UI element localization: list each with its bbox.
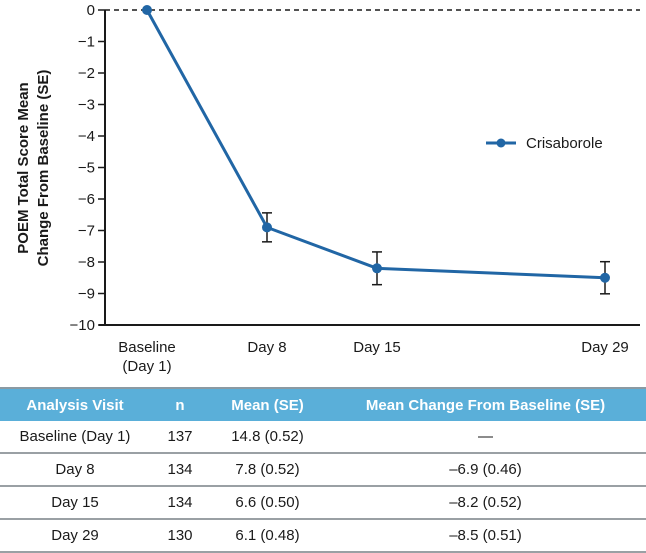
y-tick-label: −5 [78,160,95,177]
series-crisaborole [142,5,610,295]
cell-mean: 6.1 (0.48) [235,527,300,544]
y-axis-label: POEM Total Score Mean Change From Baselin… [15,70,52,267]
line-chart: POEM Total Score Mean Change From Baselin… [15,2,640,375]
y-axis-label-line: POEM Total Score Mean [15,82,32,253]
x-tick-label: Day 15 [353,339,401,356]
y-tick-label: −9 [78,286,95,303]
cell-n: 137 [167,428,193,445]
cell-mean: 6.6 (0.50) [235,494,300,511]
cell-n: 130 [167,527,193,544]
cell-visit: Day 29 [51,527,99,544]
data-point [262,222,272,233]
data-point [142,5,152,15]
summary-table: Analysis Visit n Mean (SE) Mean Change F… [0,387,646,553]
y-tick-label: −10 [70,317,95,334]
x-tick-label: Day 29 [581,339,629,356]
cell-mean-change: –8.5 (0.51) [449,527,522,544]
column-header-n: n [175,396,185,414]
cell-mean: 14.8 (0.52) [231,428,304,445]
y-tick-label: −3 [78,97,95,114]
x-tick-label: (Day 1) [122,358,171,375]
legend-label: Crisaborole [526,135,603,152]
cell-mean-change: –6.9 (0.46) [449,461,522,478]
data-point [372,263,382,274]
y-tick-label: −2 [78,65,95,82]
cell-mean: 7.8 (0.52) [235,461,300,478]
x-tick-label: Day 8 [247,339,286,356]
y-tick-label: −7 [78,223,95,240]
cell-n: 134 [167,461,193,478]
x-axis-labels: Baseline (Day 1) Day 8 Day 15 Day 29 [118,339,629,375]
cell-mean-change: –8.2 (0.52) [449,494,522,511]
x-tick-label: Baseline [118,339,176,356]
cell-visit: Day 8 [55,461,95,478]
data-point [600,272,610,283]
column-header-mean-se: Mean (SE) [231,396,304,414]
y-axis-ticks: 0 −1 −2 −3 −4 −5 −6 −7 −8 −9 −10 [70,2,105,334]
table-row: Day 29 130 6.1 (0.48) –8.5 (0.51) [0,519,646,552]
y-axis-label-line: Change From Baseline (SE) [35,70,52,267]
y-tick-label: −1 [78,34,95,51]
cell-n: 134 [167,494,193,511]
y-tick-label: −4 [78,128,95,145]
cell-visit: Baseline (Day 1) [19,428,131,445]
table-row: Day 8 134 7.8 (0.52) –6.9 (0.46) [0,453,646,486]
table-header-row: Analysis Visit n Mean (SE) Mean Change F… [0,388,646,421]
y-tick-label: −6 [78,191,95,208]
series-line [145,9,606,280]
y-tick-label: 0 [87,2,95,19]
legend-marker-icon [496,138,506,148]
table-row: Day 15 134 6.6 (0.50) –8.2 (0.52) [0,486,646,519]
table-row: Baseline (Day 1) 137 14.8 (0.52) — [0,421,646,453]
column-header-analysis-visit: Analysis Visit [26,396,124,414]
column-header-mean-change: Mean Change From Baseline (SE) [365,396,606,414]
legend: Crisaborole [486,135,603,152]
cell-mean-change: — [478,428,493,445]
cell-visit: Day 15 [51,494,99,511]
y-tick-label: −8 [78,254,95,271]
